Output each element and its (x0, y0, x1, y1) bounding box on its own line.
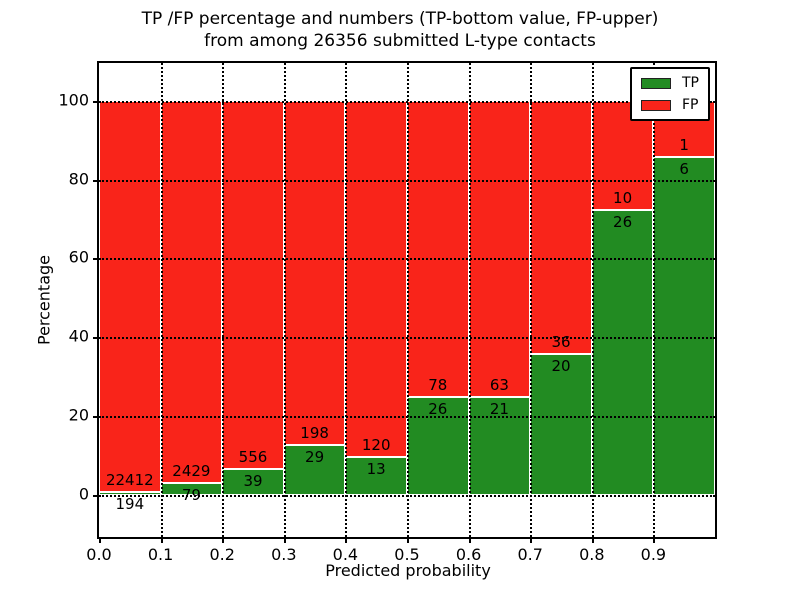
v-gridline (283, 63, 286, 537)
bar-label-tp-count: 13 (366, 459, 386, 478)
y-tick-label: 60 (68, 248, 89, 268)
chart-title-line1: TP /FP percentage and numbers (TP-bottom… (141, 9, 659, 29)
x-tick-label: 0.6 (455, 545, 482, 564)
x-tick-label: 0.1 (147, 545, 174, 564)
v-gridline (160, 63, 163, 537)
v-gridline (653, 63, 656, 537)
v-gridline (591, 63, 594, 537)
x-tick-mark (653, 537, 656, 543)
bar-label-tp-count: 20 (551, 357, 571, 376)
x-tick-label: 0.5 (394, 545, 420, 564)
x-tick-label: 0.3 (271, 545, 297, 564)
bar-segment-tp (407, 396, 469, 496)
x-tick-mark (345, 537, 348, 543)
v-gridline (407, 63, 409, 537)
bar-segment-tp (591, 210, 654, 496)
bar-segment-tp (468, 396, 531, 496)
bar-segment-fp (407, 100, 469, 397)
y-tick-mark (93, 337, 99, 340)
legend-item-fp: FP (641, 98, 699, 112)
legend-label-tp: TP (682, 75, 699, 91)
bar-label-tp-count: 39 (243, 472, 263, 491)
y-axis-label: Percentage (34, 254, 54, 346)
bar-segment-tp (283, 444, 346, 496)
x-tick-mark (530, 537, 533, 543)
bar-segment-fp (283, 100, 346, 445)
x-tick-mark (407, 537, 409, 543)
x-axis-label: Predicted probability (325, 561, 491, 580)
x-tick-mark (160, 537, 163, 543)
y-tick-mark (93, 416, 99, 419)
bar-label-tp-count: 26 (428, 399, 448, 418)
bar-segment-tp (530, 354, 592, 496)
chart-title: TP /FP percentage and numbers (TP-bottom… (0, 8, 800, 52)
bar-label-fp-count: 198 (300, 423, 329, 442)
y-tick-mark (93, 258, 99, 261)
y-tick-mark (93, 495, 99, 498)
x-tick-mark (283, 537, 286, 543)
bar-label-fp-count: 10 (613, 189, 633, 208)
bar-segment-fp (160, 100, 223, 483)
bar-segment-tp (99, 491, 161, 496)
y-tick-mark (93, 100, 99, 103)
x-tick-label: 0.9 (640, 545, 667, 564)
v-gridline (345, 63, 348, 537)
x-tick-mark (591, 537, 594, 543)
y-tick-mark (93, 179, 99, 182)
bar-label-fp-count: 120 (361, 435, 391, 454)
x-tick-mark (468, 537, 471, 543)
bar-segment-fp (222, 100, 284, 470)
bar-label-fp-count: 556 (238, 448, 268, 467)
plot-area: 22412 194 2429 79 556 39 198 29 120 13 78 26 63 21 36 2… (58, 61, 717, 564)
bar-segment-tp (345, 456, 407, 496)
v-gridline (530, 63, 533, 537)
x-tick-label: 0.8 (579, 545, 605, 564)
x-tick-label: 0.7 (517, 545, 543, 564)
x-tick-mark (99, 537, 101, 543)
v-gridline (468, 63, 471, 537)
x-tick-label: 0.0 (86, 545, 112, 564)
tp-color-swatch (641, 77, 671, 89)
bar-segment-tp (653, 156, 715, 496)
legend: TP FP (630, 67, 710, 121)
bar-segment-tp (222, 469, 284, 496)
bar-segment-fp (345, 100, 407, 457)
legend-item-tp: TP (641, 76, 699, 90)
bar-label-fp-count: 63 (489, 375, 509, 394)
chart-title-line2: from among 26356 submitted L-type contac… (204, 31, 596, 51)
bar-label-fp-count: 1 (679, 135, 689, 154)
x-tick-mark (222, 537, 225, 543)
legend-label-fp: FP (682, 97, 699, 113)
bar-segment-fp (468, 100, 531, 397)
bar-label-fp-count: 78 (428, 375, 448, 394)
bar-label-tp-count: 6 (679, 159, 689, 178)
fp-color-swatch (641, 99, 671, 111)
plot-canvas: 22412 194 2429 79 556 39 198 29 120 13 78 26 63 21 36 2… (58, 63, 715, 564)
y-tick-label: 40 (68, 326, 89, 346)
y-tick-label: 80 (68, 169, 89, 189)
bar-label-fp-count: 36 (551, 333, 571, 352)
x-tick-label: 0.2 (209, 545, 235, 564)
bar-label-tp-count: 26 (613, 213, 633, 232)
bar-label-tp-count: 21 (489, 399, 509, 418)
x-tick-label: 0.4 (332, 545, 359, 564)
bar-label-tp-count: 29 (305, 447, 325, 466)
bar-label-tp-count: 194 (115, 494, 145, 513)
y-tick-label: 20 (68, 405, 89, 425)
y-tick-label: 0 (78, 484, 89, 504)
bar-segment-fp (99, 100, 161, 492)
bar-label-fp-count: 2429 (172, 461, 211, 480)
bar-label-fp-count: 22412 (105, 470, 154, 489)
y-tick-label: 100 (58, 90, 89, 110)
bar-label-tp-count: 79 (181, 485, 201, 504)
bar-segment-fp (530, 100, 592, 355)
v-gridline (222, 63, 225, 537)
